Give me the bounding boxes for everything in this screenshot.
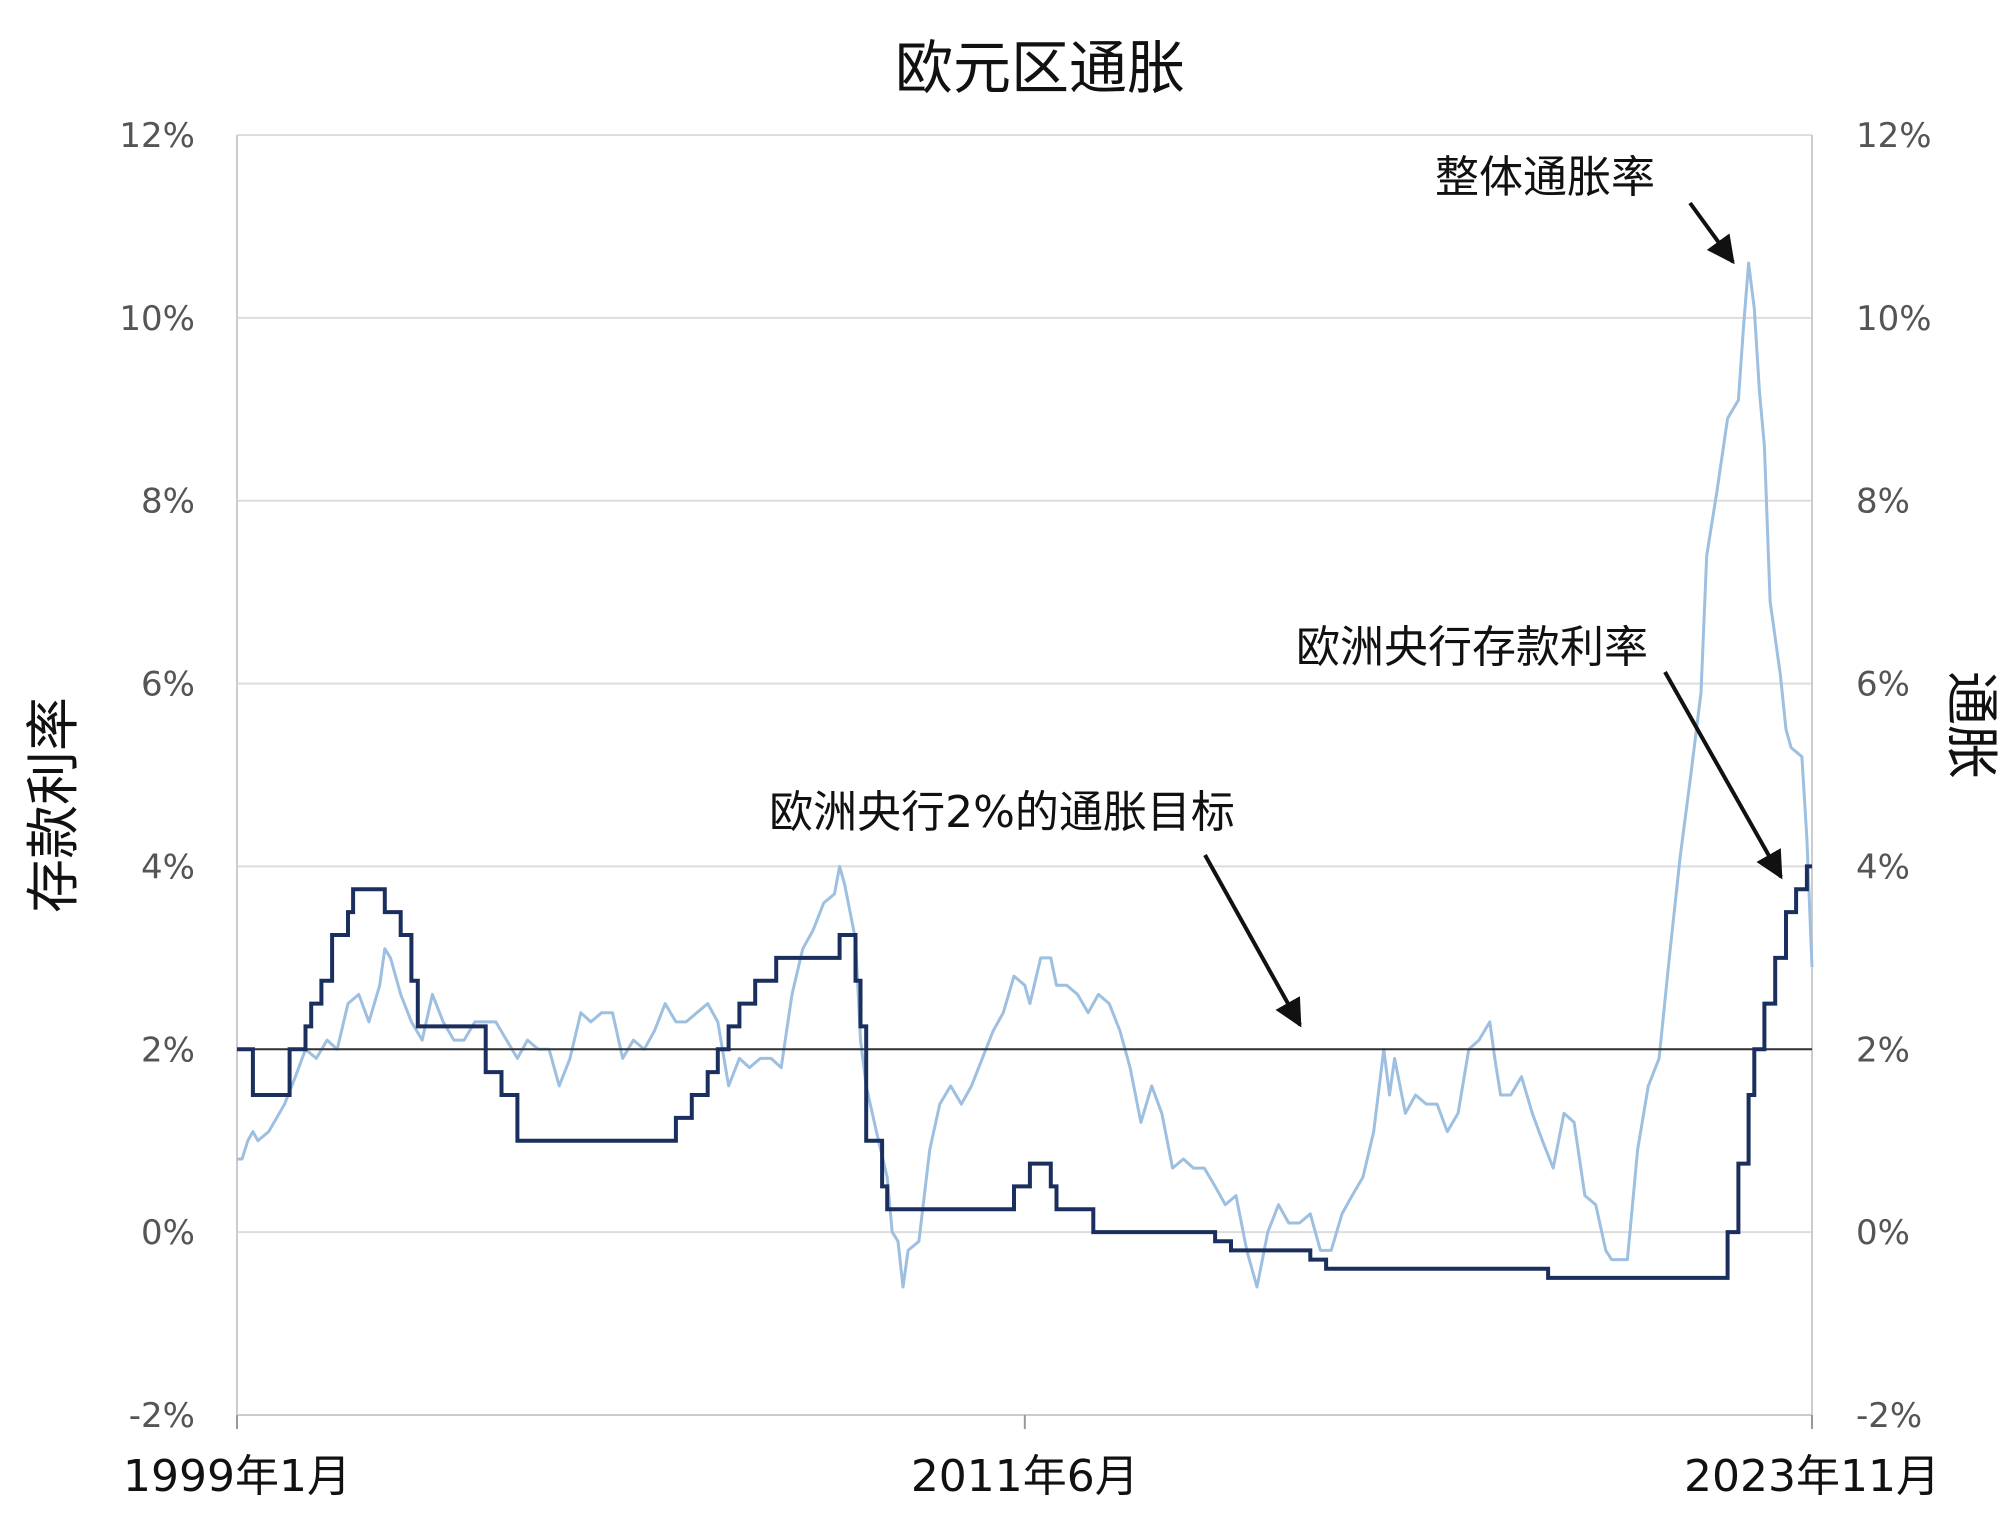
y-tick-label-left: 4% — [141, 847, 195, 887]
annotation-label: 欧洲央行存款利率 — [1296, 622, 1648, 673]
y-tick-label-left: 10% — [119, 299, 195, 339]
annotation-label: 欧洲央行2%的通胀目标 — [769, 787, 1235, 838]
annotation-arrow — [1688, 201, 1735, 265]
y-tick-label-right: 2% — [1856, 1030, 1910, 1070]
annotation-arrow — [1203, 854, 1302, 1028]
x-tick-label: 2011年6月 — [911, 1451, 1139, 1502]
y-tick-label-right: 4% — [1856, 847, 1910, 887]
chart-title: 欧元区通胀 — [895, 34, 1185, 102]
y-axis-right-label: 通胀 — [1940, 671, 2003, 779]
y-tick-label-right: 12% — [1856, 116, 1932, 156]
grid-lines — [237, 134, 1812, 1416]
y-tick-label-right: 8% — [1856, 482, 1910, 522]
series-headline-inflation — [237, 261, 1814, 1289]
y-tick-label-right: 10% — [1856, 299, 1932, 339]
series-deposit-rate — [237, 864, 1812, 1280]
annotation-arrow — [1663, 671, 1783, 880]
y-axis-left-ticks: -2% 0% 2% 4% 6% 8% 10% 12% — [119, 116, 195, 1436]
annotation-label: 整体通胀率 — [1435, 152, 1655, 203]
y-axis-right-ticks: -2% 0% 2% 4% 6% 8% 10% 12% — [1856, 116, 1932, 1436]
y-tick-label-left: 6% — [141, 665, 195, 705]
plot-frame — [236, 135, 1813, 1416]
y-axis-left-label: 存款利率 — [22, 697, 85, 913]
x-tick-label: 1999年1月 — [123, 1451, 351, 1502]
y-tick-label-left: 2% — [141, 1030, 195, 1070]
y-tick-label-left: 8% — [141, 482, 195, 522]
y-tick-label-left: 0% — [141, 1213, 195, 1253]
series-lines — [237, 261, 1814, 1289]
y-tick-label-left: 12% — [119, 116, 195, 156]
y-tick-label-left: -2% — [129, 1396, 195, 1436]
y-tick-label-right: 0% — [1856, 1213, 1910, 1253]
x-axis-ticks: 1999年1月 2011年6月 2023年11月 — [123, 1415, 1940, 1502]
y-tick-label-right: 6% — [1856, 665, 1910, 705]
x-tick-label: 2023年11月 — [1684, 1451, 1940, 1502]
y-tick-label-right: -2% — [1856, 1396, 1922, 1436]
